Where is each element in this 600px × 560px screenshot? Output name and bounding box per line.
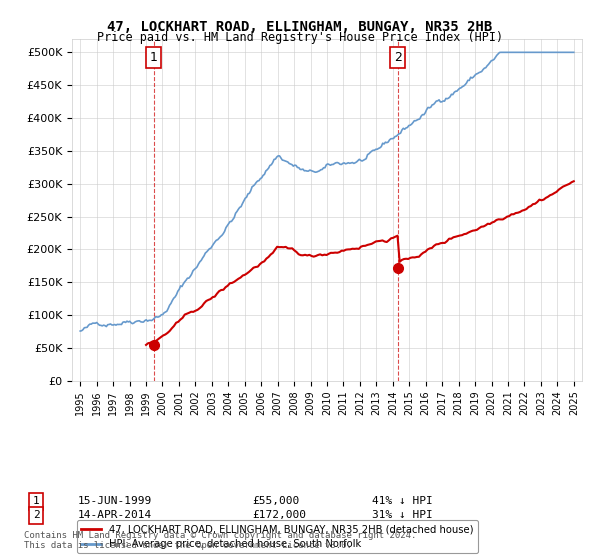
Text: 1: 1 <box>149 51 158 64</box>
Text: 41% ↓ HPI: 41% ↓ HPI <box>372 496 433 506</box>
Text: 47, LOCKHART ROAD, ELLINGHAM, BUNGAY, NR35 2HB: 47, LOCKHART ROAD, ELLINGHAM, BUNGAY, NR… <box>107 20 493 34</box>
Text: 2: 2 <box>394 51 401 64</box>
Text: 15-JUN-1999: 15-JUN-1999 <box>78 496 152 506</box>
Text: 1: 1 <box>32 496 40 506</box>
Text: 14-APR-2014: 14-APR-2014 <box>78 510 152 520</box>
Text: 31% ↓ HPI: 31% ↓ HPI <box>372 510 433 520</box>
Text: 2: 2 <box>32 510 40 520</box>
Text: Contains HM Land Registry data © Crown copyright and database right 2024.
This d: Contains HM Land Registry data © Crown c… <box>24 531 416 550</box>
Legend: 47, LOCKHART ROAD, ELLINGHAM, BUNGAY, NR35 2HB (detached house), HPI: Average pr: 47, LOCKHART ROAD, ELLINGHAM, BUNGAY, NR… <box>77 520 478 553</box>
Text: Price paid vs. HM Land Registry's House Price Index (HPI): Price paid vs. HM Land Registry's House … <box>97 31 503 44</box>
Text: £55,000: £55,000 <box>252 496 299 506</box>
Text: £172,000: £172,000 <box>252 510 306 520</box>
